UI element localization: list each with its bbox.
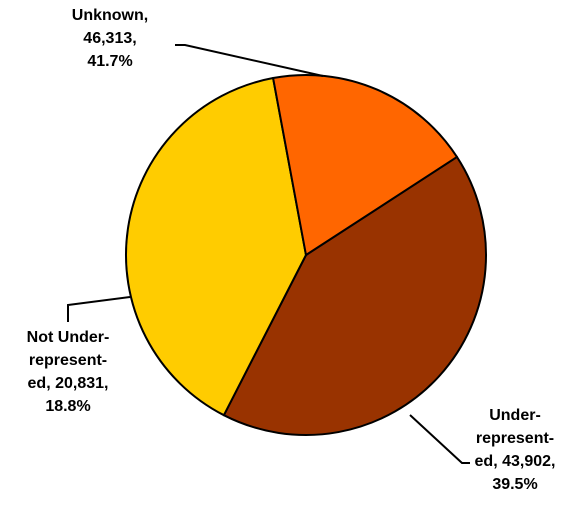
data-label-line: 41.7% [87, 53, 132, 70]
pie-slice-3 [272, 73, 458, 256]
data-label-line: ed, 43,902, [475, 453, 556, 470]
leader-line-3 [67, 296, 131, 322]
data-label-line: Not Under- [27, 329, 110, 346]
data-label-3: Not Under-represent-ed, 20,831, 18.8% [27, 329, 110, 415]
data-labels: Unknown, 46,313, 41.7% Under-represent-ed, … [27, 7, 556, 493]
pie-slice-1 [222, 155, 487, 436]
data-label-line: ed, 20,831, [28, 375, 109, 392]
leader-line-1 [175, 44, 324, 77]
data-label-1: Unknown, 46,313, 41.7% [72, 7, 148, 70]
pie-slices [125, 73, 487, 436]
data-label-line: Under- [489, 407, 541, 424]
data-label-line: 39.5% [492, 476, 537, 493]
data-label-line: 18.8% [45, 398, 90, 415]
data-label-line: represent- [476, 430, 554, 447]
data-label-2: Under-represent-ed, 43,902, 39.5% [475, 407, 556, 493]
data-label-line: represent- [29, 352, 107, 369]
data-label-line: Unknown, [72, 7, 148, 24]
leader-lines [67, 44, 470, 464]
pie-slice-2 [125, 77, 307, 417]
data-label-line: 46,313, [83, 30, 136, 47]
leader-line-2 [409, 414, 470, 464]
